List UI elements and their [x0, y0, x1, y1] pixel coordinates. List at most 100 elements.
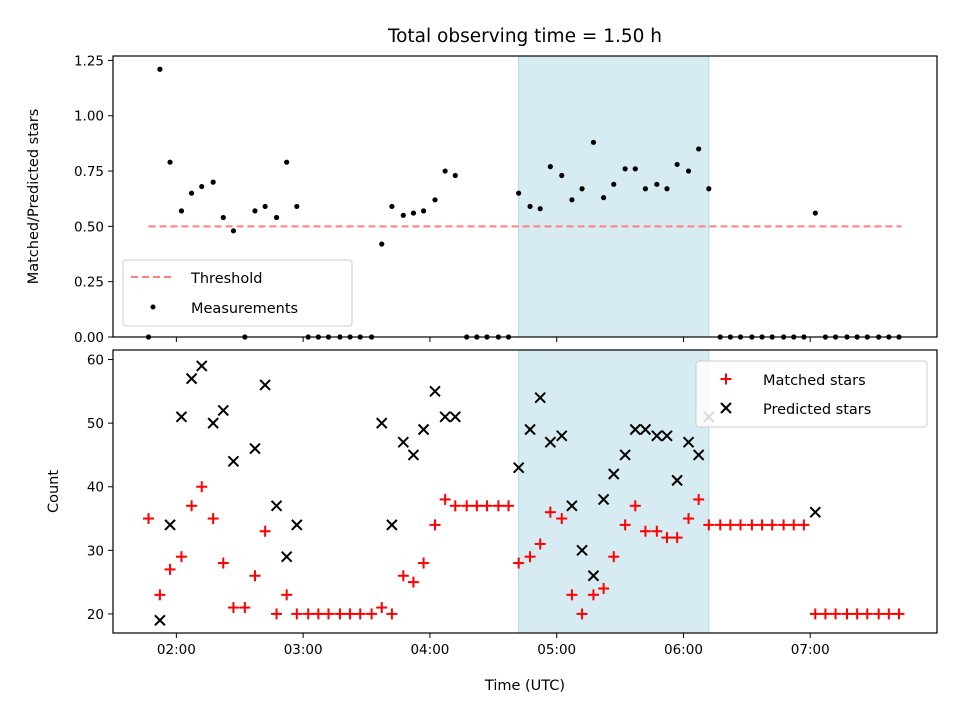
top-observing-window-shade	[518, 55, 710, 338]
predicted-star-point-b	[386, 519, 398, 531]
predicted-star-point-b	[639, 423, 652, 436]
matched-star-point	[883, 608, 895, 620]
matched-star-point	[481, 500, 493, 512]
measurement-point	[674, 161, 680, 168]
matched-star-point	[778, 519, 790, 531]
matched-star-point	[281, 589, 293, 601]
bottom-panel: 20 30 40 50 60 02:00 03:00 04:00 05:00 06:00 07:0…	[46, 349, 938, 694]
predicted-star-point-b	[534, 391, 546, 404]
matched-star-point	[175, 551, 187, 563]
measurement-point	[410, 210, 417, 216]
measurement-point	[642, 186, 649, 192]
predicted-star-point	[185, 372, 198, 385]
predicted-star-point-b	[291, 519, 303, 531]
bottom-legend-box	[695, 360, 928, 428]
measurement-point	[611, 181, 617, 187]
predicted-star-point-b	[809, 506, 822, 518]
matched-stars-points	[142, 481, 905, 620]
top-y-axis-label: Matched/Predicted stars	[26, 109, 42, 285]
matched-star-point	[714, 519, 726, 531]
matched-star-point	[439, 493, 451, 505]
predicted-star-point	[576, 544, 588, 557]
measurement-point	[420, 208, 427, 214]
x-axis-label: Time (UTC)	[484, 678, 565, 694]
matched-star-point	[429, 519, 441, 531]
matched-star-point	[142, 513, 154, 525]
bottom-y-tick-label: 40	[87, 480, 104, 496]
predicted-star-point	[270, 500, 283, 512]
predicted-star-point-b	[164, 519, 176, 531]
matched-star-point	[503, 500, 515, 512]
predicted-star-point	[376, 417, 388, 429]
predicted-star-point	[651, 430, 663, 442]
predicted-star-point	[291, 519, 303, 531]
matched-star-point	[819, 608, 831, 620]
predicted-star-point-b	[661, 430, 673, 442]
matched-star-point	[566, 589, 578, 601]
measurement-point	[273, 214, 280, 221]
matched-star-point	[534, 538, 546, 550]
matched-star-point	[576, 608, 588, 620]
matched-star-point	[873, 608, 885, 620]
matched-star-point	[334, 608, 346, 620]
predicted-star-point	[629, 423, 641, 436]
legend-threshold-label: Threshold	[190, 271, 262, 287]
bottom-x-tick-label: 04:00	[410, 642, 449, 658]
matched-star-point	[809, 608, 821, 620]
measurement-point	[262, 203, 268, 210]
predicted-star-point-b	[376, 417, 388, 429]
matched-star-point	[418, 557, 430, 569]
predicted-star-point-b	[651, 430, 663, 442]
predicted-star-point	[512, 461, 525, 474]
matched-star-point	[788, 519, 800, 531]
measurement-point	[664, 186, 670, 192]
predicted-star-point	[597, 493, 610, 506]
top-y-tick-label: 1.00	[74, 109, 104, 125]
measurement-point	[685, 168, 692, 174]
measurement-point	[379, 241, 385, 247]
legend-measurement-swatch	[150, 304, 156, 310]
predicted-star-point	[682, 436, 695, 448]
top-y-tick-label: 0.00	[74, 330, 104, 346]
matched-star-point	[619, 519, 631, 531]
matched-star-point	[629, 500, 641, 512]
top-y-tick-label: 0.25	[74, 275, 104, 291]
matched-star-point	[461, 500, 473, 512]
measurement-point	[547, 164, 553, 170]
measurement-point	[706, 186, 712, 192]
measurement-point	[452, 172, 458, 179]
predicted-star-point-b	[671, 474, 683, 487]
bottom-x-tick-label: 05:00	[537, 642, 576, 658]
top-x-ticks	[175, 337, 811, 342]
matched-star-point	[703, 519, 715, 531]
predicted-star-point	[449, 411, 461, 423]
predicted-star-point	[619, 449, 631, 461]
predicted-star-point-b	[417, 423, 430, 436]
matched-star-point	[239, 602, 251, 614]
matched-star-point	[259, 525, 271, 537]
matched-star-point	[407, 576, 419, 588]
measurement-point	[210, 179, 216, 185]
predicted-star-point	[417, 423, 430, 436]
measurement-point	[167, 159, 173, 165]
predicted-star-point	[671, 474, 683, 487]
matched-star-point	[471, 500, 483, 512]
matched-star-point	[249, 570, 261, 582]
predicted-star-point-b	[407, 449, 420, 461]
matched-star-point	[397, 570, 409, 582]
legend-predicted-marker-b	[720, 402, 732, 414]
predicted-star-point-b	[556, 430, 568, 442]
predicted-star-point-b	[692, 449, 705, 461]
predicted-star-point	[524, 423, 536, 436]
predicted-star-point-b	[597, 493, 610, 506]
predicted-star-point	[429, 385, 441, 398]
measurement-point	[622, 166, 628, 172]
matched-star-point	[302, 608, 314, 620]
top-legend: Threshold Measurements	[122, 259, 353, 327]
predicted-star-point	[407, 449, 420, 461]
predicted-star-point-b	[227, 455, 240, 467]
predicted-star-point-b	[429, 385, 441, 398]
predicted-star-point-b	[576, 544, 588, 557]
predicted-star-point-b	[207, 417, 219, 429]
